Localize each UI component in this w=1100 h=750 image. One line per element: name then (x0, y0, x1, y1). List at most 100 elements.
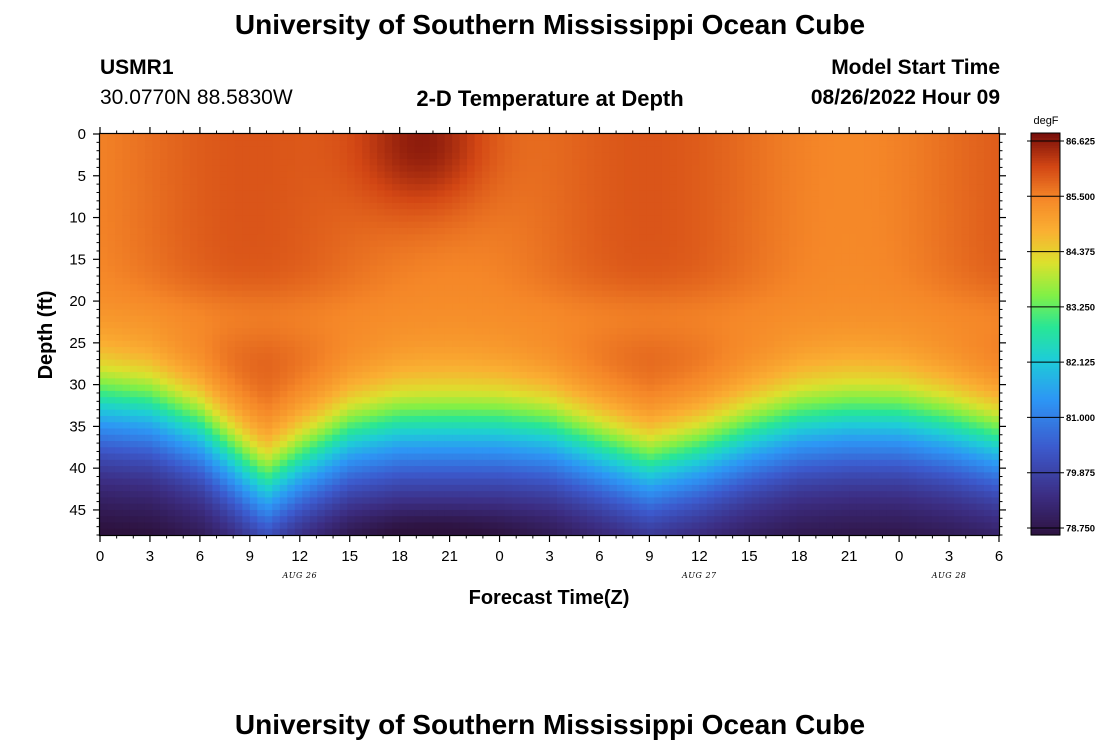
heatmap-cell (534, 441, 543, 448)
heatmap-cell (564, 296, 573, 304)
heatmap-cell (219, 159, 228, 166)
heatmap-cell (137, 428, 146, 436)
heatmap-cell (639, 215, 648, 223)
heatmap-cell (482, 209, 491, 217)
heatmap-cell (159, 284, 169, 292)
heatmap-cell (661, 328, 670, 336)
heatmap-cell (107, 453, 116, 461)
heatmap-cell (549, 227, 558, 235)
heatmap-cell (122, 353, 131, 361)
heatmap-cell (129, 271, 139, 279)
heatmap-cell (219, 140, 228, 148)
heatmap-cell (174, 434, 184, 442)
heatmap-cell (122, 422, 131, 430)
heatmap-cell (302, 196, 311, 204)
heatmap-cell (227, 165, 236, 173)
heatmap-cell (497, 509, 506, 517)
heatmap-cell (542, 315, 551, 323)
heatmap-cell (586, 503, 596, 511)
heatmap-cell (234, 152, 243, 160)
heatmap-cell (264, 221, 273, 229)
heatmap-cell (294, 303, 303, 311)
heatmap-cell (167, 315, 176, 323)
heatmap-cell (362, 434, 371, 442)
heatmap-cell (309, 378, 318, 386)
heatmap-cell (129, 253, 139, 260)
heatmap-cell (332, 152, 341, 160)
heatmap-cell (264, 509, 273, 517)
heatmap-cell (639, 472, 648, 480)
heatmap-cell (309, 215, 318, 223)
heatmap-cell (197, 328, 206, 336)
heatmap-cell (422, 516, 431, 524)
heatmap-cell (594, 303, 603, 311)
heatmap-cell (317, 522, 326, 530)
heatmap-cell (586, 422, 596, 430)
heatmap-cell (556, 315, 566, 323)
heatmap-cell (594, 240, 603, 248)
heatmap-cell (264, 190, 273, 198)
heatmap-cell (369, 328, 378, 336)
heatmap-cell (272, 459, 281, 467)
heatmap-cell (542, 484, 551, 492)
heatmap-cell (527, 509, 536, 517)
heatmap-cell (182, 253, 191, 260)
heatmap-cell (616, 278, 626, 285)
heatmap-cell (137, 284, 146, 292)
heatmap-cell (249, 509, 258, 517)
heatmap-cell (399, 415, 408, 423)
heatmap-cell (122, 491, 131, 499)
heatmap-cell (242, 152, 251, 160)
heatmap-cell (279, 428, 288, 436)
heatmap-cell (624, 190, 633, 198)
heatmap-cell (654, 221, 663, 229)
heatmap-cell (527, 271, 536, 279)
heatmap-cell (339, 372, 348, 379)
heatmap-cell (542, 215, 551, 223)
heatmap-cell (137, 328, 146, 336)
heatmap-cell (302, 491, 311, 499)
heatmap-cell (467, 372, 476, 379)
heatmap-cell (452, 296, 461, 304)
heatmap-cell (512, 459, 521, 467)
heatmap-cell (204, 227, 213, 235)
heatmap-cell (414, 415, 423, 423)
heatmap-cell (100, 215, 109, 223)
heatmap-cell (384, 340, 393, 348)
heatmap-cell (669, 491, 678, 499)
heatmap-cell (144, 409, 154, 417)
heatmap-cell (527, 340, 536, 348)
heatmap-cell (122, 334, 131, 342)
heatmap-cell (107, 434, 116, 442)
heatmap-cell (107, 409, 116, 417)
heatmap-cell (661, 165, 670, 173)
heatmap-cell (542, 159, 551, 166)
heatmap-cell (586, 265, 596, 273)
heatmap-cell (601, 171, 611, 179)
heatmap-cell (242, 240, 251, 248)
heatmap-cell (152, 509, 161, 517)
heatmap-cell (669, 365, 678, 373)
heatmap-cell (197, 265, 206, 273)
heatmap-cell (527, 134, 536, 141)
heatmap-cell (437, 202, 446, 210)
heatmap-cell (512, 271, 521, 279)
heatmap-cell (646, 441, 655, 448)
heatmap-cell (287, 372, 296, 379)
heatmap-cell (272, 516, 281, 524)
heatmap-cell (227, 328, 236, 336)
heatmap-cell (137, 353, 146, 361)
heatmap-cell (571, 134, 581, 141)
heatmap-cell (294, 177, 303, 185)
heatmap-cell (197, 441, 206, 448)
heatmap-cell (669, 478, 678, 486)
heatmap-cell (377, 215, 386, 223)
heatmap-cell (227, 378, 236, 386)
heatmap-cell (309, 447, 318, 455)
heatmap-cell (212, 278, 221, 285)
heatmap-cell (624, 278, 633, 285)
heatmap-cell (332, 184, 341, 191)
heatmap-cell (159, 227, 169, 235)
heatmap-cell (429, 315, 438, 323)
heatmap-cell (407, 290, 416, 298)
